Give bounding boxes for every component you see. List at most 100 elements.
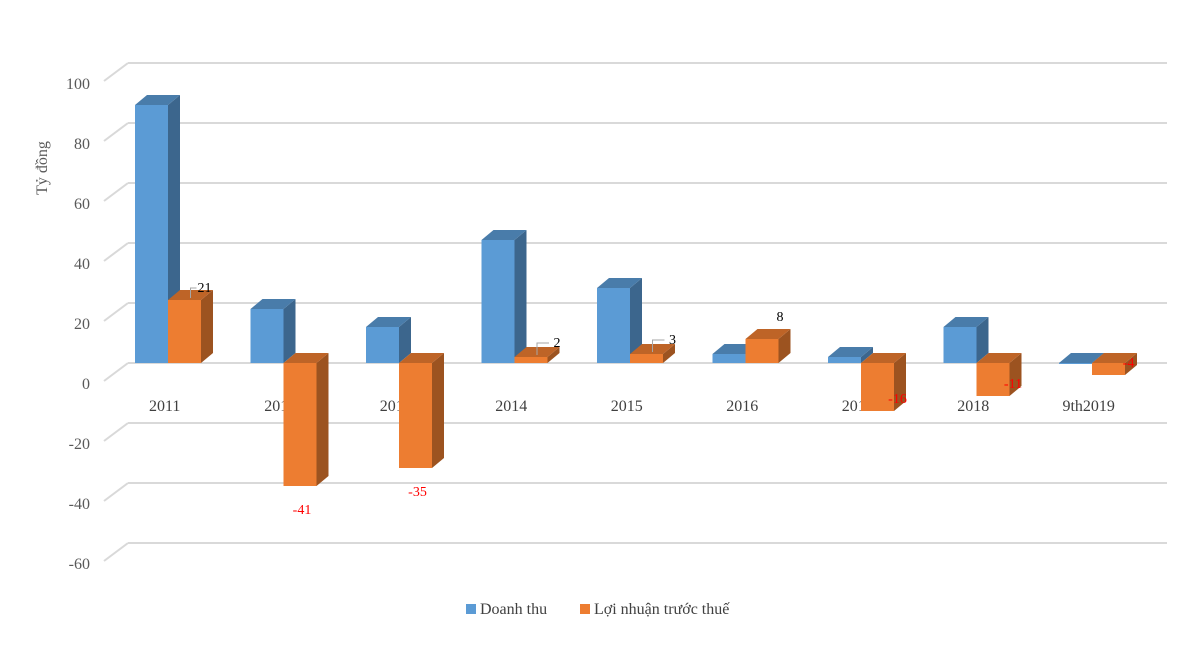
bar-doanh-thu-side	[861, 347, 873, 363]
bar-loi-nhuan	[168, 290, 213, 363]
bar-doanh-thu-top	[481, 230, 527, 240]
data-label: -16	[888, 392, 907, 407]
bar-loi-nhuan-top	[861, 353, 906, 363]
gridline-floor	[103, 422, 129, 442]
bar-doanh-thu	[135, 95, 180, 363]
bar-loi-nhuan-side	[547, 347, 560, 363]
bar-doanh-thu	[250, 299, 296, 363]
bar-loi-nhuan-side	[663, 344, 675, 363]
leader-line	[536, 342, 549, 355]
x-category-label: 2016	[726, 398, 758, 415]
y-tick-label: -60	[69, 556, 90, 573]
x-category-label: 2011	[149, 398, 180, 415]
y-tick-label: 40	[74, 256, 90, 273]
bar-loi-nhuan-side	[894, 353, 906, 411]
gridline-floor	[103, 302, 129, 322]
bar-loi-nhuan-side	[778, 329, 791, 363]
bar-loi-nhuan-front	[168, 300, 201, 363]
y-axis-ticks: 100 80 60 40 20 0 -20 -40 -60	[66, 76, 90, 573]
y-axis-label: Tỷ đồng	[34, 141, 51, 195]
bar-loi-nhuan-top	[1092, 353, 1137, 363]
bar-doanh-thu-front	[366, 327, 399, 363]
gridline-floor	[103, 242, 129, 262]
gridline-floor	[103, 182, 129, 202]
bar-loi-nhuan-front	[745, 339, 779, 363]
bar-loi-nhuan	[399, 353, 444, 468]
bar-doanh-thu-front	[1059, 363, 1092, 364]
bar-doanh-thu-top	[1059, 353, 1104, 363]
x-category-label: 9th2019	[1062, 398, 1114, 415]
x-category-label: 2014	[495, 398, 527, 415]
gridline-floor	[103, 62, 129, 82]
bar-loi-nhuan-side	[1009, 353, 1022, 396]
bar-loi-nhuan-top	[283, 353, 329, 363]
y-tick-label: 0	[82, 376, 90, 393]
bar-doanh-thu	[481, 230, 527, 363]
bar-doanh-thu-side	[399, 317, 411, 363]
gridline-floor	[103, 542, 129, 562]
bar-loi-nhuan	[745, 329, 791, 363]
bar-doanh-thu-front	[828, 357, 861, 363]
bars	[135, 95, 1137, 486]
legend-swatch	[580, 604, 590, 614]
data-label: -11	[1004, 377, 1022, 392]
legend-swatch	[466, 604, 476, 614]
legend-label: Lợi nhuận trước thuế	[594, 601, 730, 618]
bar-doanh-thu-front	[481, 240, 515, 363]
x-category-label: 2015	[611, 398, 643, 415]
bar-loi-nhuan-front	[283, 363, 317, 486]
bar-loi-nhuan-front	[399, 363, 432, 468]
bar-loi-nhuan	[1092, 353, 1137, 375]
leader-line	[190, 287, 197, 298]
bar-loi-nhuan-side	[316, 353, 329, 486]
data-label: -41	[293, 503, 312, 518]
bar-doanh-thu-top	[943, 317, 989, 327]
bar-loi-nhuan-side	[201, 290, 213, 363]
y-tick-label: -40	[69, 496, 90, 513]
data-label: 21	[198, 281, 212, 296]
bar-loi-nhuan	[976, 353, 1022, 396]
bar-doanh-thu-top	[135, 95, 180, 105]
bar-doanh-thu-side	[630, 278, 642, 363]
bar-doanh-thu-front	[943, 327, 977, 363]
data-label: 3	[669, 333, 676, 348]
bar-loi-nhuan	[861, 353, 906, 411]
bar-doanh-thu	[828, 347, 873, 363]
bar-loi-nhuan-front	[861, 363, 894, 411]
bar-loi-nhuan-front	[514, 357, 548, 363]
bar-loi-nhuan-front	[630, 354, 663, 363]
bar-doanh-thu	[597, 278, 642, 363]
data-label: 2	[554, 336, 561, 351]
gridline-floor	[103, 362, 129, 382]
legend: Doanh thu Lợi nhuận trước thuế	[466, 601, 730, 618]
x-category-label: 2018	[957, 398, 989, 415]
bar-doanh-thu-top	[597, 278, 642, 288]
bar-doanh-thu-front	[597, 288, 630, 363]
bar-doanh-thu	[366, 317, 411, 363]
y-tick-label: -20	[69, 436, 90, 453]
gridline-floor	[103, 482, 129, 502]
data-label: -35	[408, 485, 427, 500]
bar-doanh-thu-front	[250, 309, 284, 363]
data-label: 8	[777, 310, 784, 325]
data-label: -4	[1123, 356, 1135, 371]
bar-loi-nhuan-top	[745, 329, 791, 339]
legend-label: Doanh thu	[480, 601, 547, 618]
bar-loi-nhuan-front	[976, 363, 1010, 396]
y-tick-label: 20	[74, 316, 90, 333]
bar-loi-nhuan	[283, 353, 329, 486]
y-tick-label: 100	[66, 76, 90, 93]
y-tick-label: 80	[74, 136, 90, 153]
bar-doanh-thu	[943, 317, 989, 363]
bar-doanh-thu-top	[828, 347, 873, 357]
bar-loi-nhuan-side	[432, 353, 444, 468]
bar-doanh-thu-top	[250, 299, 296, 309]
bar-loi-nhuan-top	[399, 353, 444, 363]
y-tick-label: 60	[74, 196, 90, 213]
bar-doanh-thu-side	[976, 317, 989, 363]
bar-doanh-thu-side	[514, 230, 527, 363]
bar-loi-nhuan-top	[976, 353, 1022, 363]
bar-doanh-thu-top	[366, 317, 411, 327]
